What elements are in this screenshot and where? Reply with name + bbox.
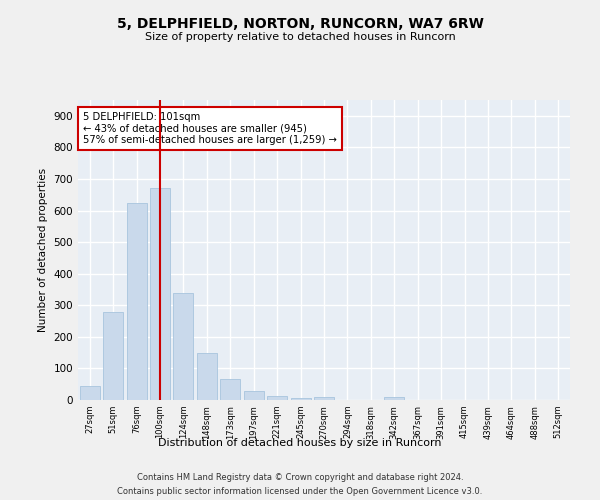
Bar xyxy=(80,386,100,400)
Bar xyxy=(173,292,193,400)
Text: Contains public sector information licensed under the Open Government Licence v3: Contains public sector information licen… xyxy=(118,488,482,496)
Bar xyxy=(150,188,170,400)
Text: 5 DELPHFIELD: 101sqm
← 43% of detached houses are smaller (945)
57% of semi-deta: 5 DELPHFIELD: 101sqm ← 43% of detached h… xyxy=(83,112,337,145)
Bar xyxy=(385,398,404,400)
Bar xyxy=(197,354,217,400)
Text: Size of property relative to detached houses in Runcorn: Size of property relative to detached ho… xyxy=(145,32,455,42)
Bar xyxy=(267,396,287,400)
Bar xyxy=(314,397,334,400)
Text: Distribution of detached houses by size in Runcorn: Distribution of detached houses by size … xyxy=(158,438,442,448)
Bar xyxy=(244,390,263,400)
Text: 5, DELPHFIELD, NORTON, RUNCORN, WA7 6RW: 5, DELPHFIELD, NORTON, RUNCORN, WA7 6RW xyxy=(116,18,484,32)
Y-axis label: Number of detached properties: Number of detached properties xyxy=(38,168,48,332)
Bar xyxy=(103,312,123,400)
Bar xyxy=(127,202,146,400)
Text: Contains HM Land Registry data © Crown copyright and database right 2024.: Contains HM Land Registry data © Crown c… xyxy=(137,472,463,482)
Bar xyxy=(290,398,311,400)
Bar xyxy=(220,380,240,400)
